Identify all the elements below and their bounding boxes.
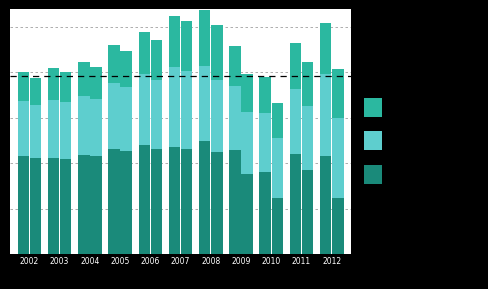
Bar: [260, 77, 271, 113]
Bar: [290, 89, 301, 154]
Bar: [139, 32, 150, 74]
Bar: [320, 23, 331, 74]
Bar: [211, 80, 223, 152]
Bar: [199, 10, 210, 66]
Bar: [48, 158, 60, 254]
Bar: [30, 78, 41, 105]
Bar: [271, 103, 283, 138]
Bar: [60, 72, 71, 102]
Bar: [320, 156, 331, 254]
Bar: [229, 150, 241, 254]
Bar: [271, 198, 283, 254]
Bar: [302, 170, 313, 254]
Bar: [229, 86, 241, 150]
Bar: [121, 51, 132, 87]
Bar: [121, 151, 132, 254]
Bar: [260, 113, 271, 173]
Bar: [108, 149, 120, 254]
Bar: [90, 67, 102, 99]
Bar: [320, 74, 331, 156]
Bar: [332, 69, 344, 118]
Bar: [332, 198, 344, 254]
Bar: [151, 40, 162, 80]
Bar: [90, 156, 102, 254]
Bar: [242, 174, 253, 254]
Bar: [90, 99, 102, 156]
Bar: [332, 118, 344, 198]
Bar: [60, 102, 71, 159]
Bar: [290, 43, 301, 89]
Bar: [302, 106, 313, 170]
Bar: [211, 152, 223, 254]
Bar: [260, 173, 271, 254]
Bar: [290, 154, 301, 254]
Bar: [60, 159, 71, 254]
Bar: [108, 83, 120, 149]
Bar: [18, 156, 29, 254]
Bar: [271, 138, 283, 198]
Bar: [78, 62, 90, 96]
Bar: [181, 149, 192, 254]
Bar: [121, 87, 132, 151]
Bar: [181, 71, 192, 149]
Bar: [151, 149, 162, 254]
Bar: [302, 62, 313, 106]
Bar: [169, 67, 180, 147]
Bar: [30, 105, 41, 158]
Bar: [48, 100, 60, 158]
Bar: [30, 158, 41, 254]
Bar: [242, 112, 253, 174]
Bar: [78, 155, 90, 254]
Bar: [169, 16, 180, 67]
Bar: [199, 140, 210, 254]
Bar: [139, 74, 150, 145]
Bar: [169, 147, 180, 254]
Bar: [108, 45, 120, 83]
Bar: [151, 80, 162, 149]
Bar: [18, 101, 29, 156]
Bar: [78, 96, 90, 155]
Bar: [211, 25, 223, 80]
Bar: [139, 145, 150, 254]
Bar: [229, 46, 241, 86]
Bar: [18, 72, 29, 101]
Bar: [181, 21, 192, 71]
Bar: [48, 68, 60, 100]
Bar: [242, 74, 253, 112]
Bar: [199, 66, 210, 140]
